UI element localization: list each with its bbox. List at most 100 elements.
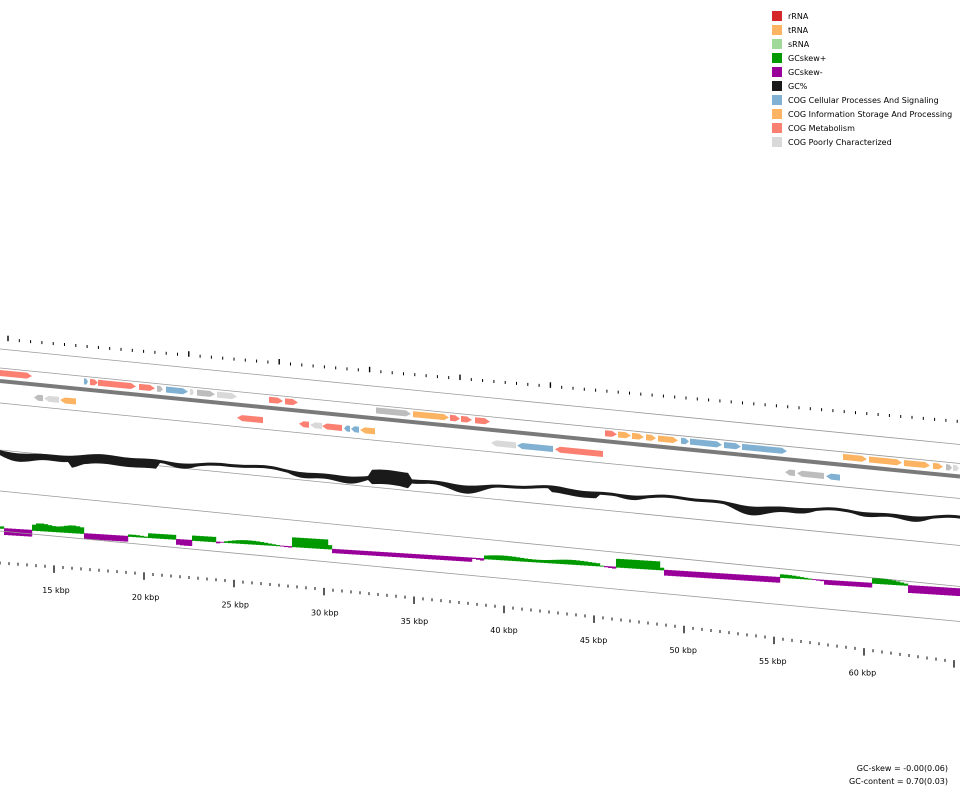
gc-skew-bar: [304, 538, 309, 548]
gc-skew-bar: [32, 524, 37, 531]
gc-skew-bar: [560, 559, 565, 565]
gene-arrow: [285, 398, 298, 406]
gc-skew-bar: [92, 533, 97, 540]
gene-arrow: [217, 391, 237, 400]
gene-arrow: [190, 388, 194, 396]
legend-item-gc-percent: GC%: [772, 79, 952, 93]
gc-skew-bar: [920, 585, 925, 594]
gc-skew-bar: [532, 559, 537, 563]
gc-skew-bar: [168, 534, 173, 540]
gc-skew-bar: [220, 541, 225, 543]
gc-skew-bar: [480, 558, 485, 561]
gc-skew-bar: [120, 535, 125, 542]
legend-item-gcskew-plus: GCskew+: [772, 51, 952, 65]
legend-swatch: [772, 95, 782, 105]
gc-skew-bar: [380, 551, 385, 557]
gc-skew-bar: [936, 586, 941, 595]
gc-skew-bar: [832, 580, 837, 586]
gc-skew-bar: [912, 585, 917, 594]
gc-skew-bar: [348, 549, 353, 555]
gc-skew-bar: [80, 527, 85, 534]
gc-skew-bar: [388, 552, 393, 557]
gc-skew-bar: [656, 561, 661, 571]
gc-skew-bar: [152, 533, 157, 539]
gc-skew-bar: [440, 555, 445, 561]
gc-skew-bar: [96, 534, 101, 540]
gc-skew-bar: [848, 581, 853, 587]
gc-skew-bar: [952, 587, 957, 596]
gc-skew-bar: [884, 579, 889, 585]
gc-skew-bar: [568, 559, 573, 565]
gc-skew-bar: [840, 580, 845, 586]
gc-skew-bar: [372, 551, 377, 556]
gc-skew-bar: [112, 535, 117, 541]
gc-skew-bar: [196, 535, 201, 542]
gc-skew-bar: [940, 587, 945, 596]
gc-skew-bar: [76, 526, 81, 534]
gc-skew-bar: [772, 576, 777, 583]
gene-arrow: [475, 417, 490, 425]
gc-skew-bar: [312, 538, 317, 549]
gene-arrow: [84, 378, 88, 385]
gc-skew-bar: [944, 587, 949, 596]
track-guide-line: [0, 530, 960, 622]
gc-skew-bar: [212, 536, 217, 543]
gc-skew-bar: [108, 534, 113, 541]
gc-skew-bar: [368, 551, 373, 556]
gene-arrow: [461, 415, 472, 423]
gc-skew-bar: [928, 586, 933, 595]
track-guide-line: [0, 490, 960, 587]
gc-skew-bar: [256, 541, 261, 545]
gc-skew-bar: [276, 545, 281, 547]
axis-label: 50 kbp: [669, 646, 697, 655]
gc-skew-bar: [632, 559, 637, 569]
gc-skew-bar: [588, 562, 593, 566]
gc-skew-bar: [664, 569, 669, 576]
legend-item-cog-poorly: COG Poorly Characterized: [772, 135, 952, 149]
legend-item-trna: tRNA: [772, 23, 952, 37]
legend-item-gcskew-minus: GCskew-: [772, 65, 952, 79]
gc-skew-bar: [176, 539, 181, 545]
gc-skew-bar: [460, 556, 465, 562]
gc-skew-bar: [724, 573, 729, 580]
axis-label: 25 kbp: [221, 600, 249, 609]
track-guide-line: [0, 367, 960, 464]
gc-skew-bar: [400, 553, 405, 558]
gc-skew-bar: [512, 556, 517, 562]
axis-label: 30 kbp: [311, 608, 339, 617]
gc-skew-bar: [340, 549, 345, 554]
gc-skew-bar: [448, 556, 453, 561]
gc-skew-bar: [924, 586, 929, 595]
gc-skew-bar: [280, 545, 285, 547]
gc-skew-bar: [64, 525, 69, 533]
gc-skew-bar: [60, 526, 65, 533]
gene-arrow: [237, 415, 263, 424]
gc-skew-bar: [932, 586, 937, 595]
gc-skew-bar: [44, 524, 49, 532]
gc-skew-bar: [308, 538, 313, 549]
gc-content-band: [0, 450, 960, 522]
axis-label: 35 kbp: [401, 617, 429, 626]
gene-arrow: [166, 386, 188, 395]
legend-item-cog-information: COG Information Storage And Processing: [772, 107, 952, 121]
gc-stats: GC-skew = -0.00(0.06) GC-content = 0.70(…: [849, 764, 948, 790]
gc-skew-bar: [236, 540, 241, 544]
gc-skew-bar: [844, 581, 849, 586]
gene-arrow: [450, 414, 460, 422]
gc-skew-bar: [320, 539, 325, 549]
axis-label: 60 kbp: [849, 668, 877, 677]
gene-arrow: [953, 464, 959, 472]
gene-arrow: [658, 435, 678, 443]
gc-skew-bar: [252, 540, 257, 545]
gene-arrow: [139, 383, 155, 391]
gene-arrow: [269, 396, 283, 404]
gc-skew-bar: [752, 575, 757, 582]
gene-arrow: [724, 442, 741, 450]
gene-arrow: [351, 426, 359, 433]
gc-skew-bar: [836, 580, 841, 586]
gc-skew-bar: [732, 574, 737, 580]
gc-skew-bar: [760, 575, 765, 582]
gc-skew-bar: [100, 534, 105, 541]
gc-skew-bar: [184, 539, 189, 546]
gc-skew-bar: [496, 555, 501, 561]
